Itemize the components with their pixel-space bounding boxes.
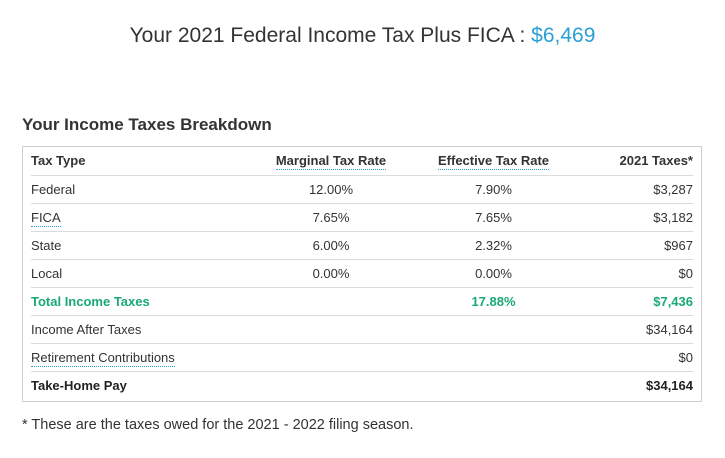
income-after-taxes-row: Income After Taxes $34,164 xyxy=(31,315,693,344)
row-taxes: $3,287 xyxy=(556,175,693,204)
header-effective-rate[interactable]: Effective Tax Rate xyxy=(431,147,556,176)
header-marginal-rate[interactable]: Marginal Tax Rate xyxy=(231,147,431,176)
table-row: Federal 12.00% 7.90% $3,287 xyxy=(31,175,693,204)
row-type: State xyxy=(31,231,231,260)
retirement-empty-2 xyxy=(431,343,556,372)
fica-link[interactable]: FICA xyxy=(31,209,61,227)
row-taxes: $967 xyxy=(556,231,693,260)
tax-breakdown-table: Tax Type Marginal Tax Rate Effective Tax… xyxy=(22,146,702,402)
take-home-label: Take-Home Pay xyxy=(31,377,127,393)
header-tax-type: Tax Type xyxy=(31,147,231,176)
total-marginal xyxy=(231,287,431,316)
after-taxes-empty-1 xyxy=(231,315,431,344)
page-headline: Your 2021 Federal Income Tax Plus FICA :… xyxy=(0,24,725,48)
section-title: Your Income Taxes Breakdown xyxy=(22,115,272,134)
total-effective: 17.88% xyxy=(431,287,556,316)
retirement-empty-1 xyxy=(231,343,431,372)
after-taxes-label: Income After Taxes xyxy=(31,315,231,344)
row-taxes: $3,182 xyxy=(556,203,693,232)
header-taxes: 2021 Taxes* xyxy=(556,147,693,176)
take-home-row: Take-Home Pay $34,164 xyxy=(31,371,693,399)
table-row: Local 0.00% 0.00% $0 xyxy=(31,259,693,288)
row-type[interactable]: FICA xyxy=(31,203,231,232)
row-taxes: $0 xyxy=(556,259,693,288)
row-type: Local xyxy=(31,259,231,288)
headline-amount: $6,469 xyxy=(531,24,596,47)
row-marginal: 0.00% xyxy=(231,259,431,288)
row-effective: 2.32% xyxy=(431,231,556,260)
after-taxes-value: $34,164 xyxy=(556,315,693,344)
table-row: FICA 7.65% 7.65% $3,182 xyxy=(31,203,693,232)
header-marginal-rate-label[interactable]: Marginal Tax Rate xyxy=(275,153,387,171)
retirement-label[interactable]: Retirement Contributions xyxy=(31,343,231,372)
header-effective-rate-label[interactable]: Effective Tax Rate xyxy=(437,153,550,171)
row-effective: 7.65% xyxy=(431,203,556,232)
retirement-link[interactable]: Retirement Contributions xyxy=(31,349,175,367)
row-marginal: 7.65% xyxy=(231,203,431,232)
row-type: Federal xyxy=(31,175,231,204)
row-marginal: 12.00% xyxy=(231,175,431,204)
retirement-row: Retirement Contributions $0 xyxy=(31,343,693,372)
total-taxes: $7,436 xyxy=(556,287,693,316)
row-marginal: 6.00% xyxy=(231,231,431,260)
row-effective: 7.90% xyxy=(431,175,556,204)
take-home-empty-2 xyxy=(431,371,556,399)
row-effective: 0.00% xyxy=(431,259,556,288)
total-type: Total Income Taxes xyxy=(31,287,231,316)
table-row: State 6.00% 2.32% $967 xyxy=(31,231,693,260)
footnote: * These are the taxes owed for the 2021 … xyxy=(22,417,414,433)
headline-text: Your 2021 Federal Income Tax Plus FICA : xyxy=(129,24,526,47)
take-home-empty-1 xyxy=(231,371,431,399)
table-header-row: Tax Type Marginal Tax Rate Effective Tax… xyxy=(31,147,693,176)
retirement-value: $0 xyxy=(556,343,693,372)
after-taxes-empty-2 xyxy=(431,315,556,344)
total-row: Total Income Taxes 17.88% $7,436 xyxy=(31,287,693,316)
take-home-value: $34,164 xyxy=(646,377,693,393)
